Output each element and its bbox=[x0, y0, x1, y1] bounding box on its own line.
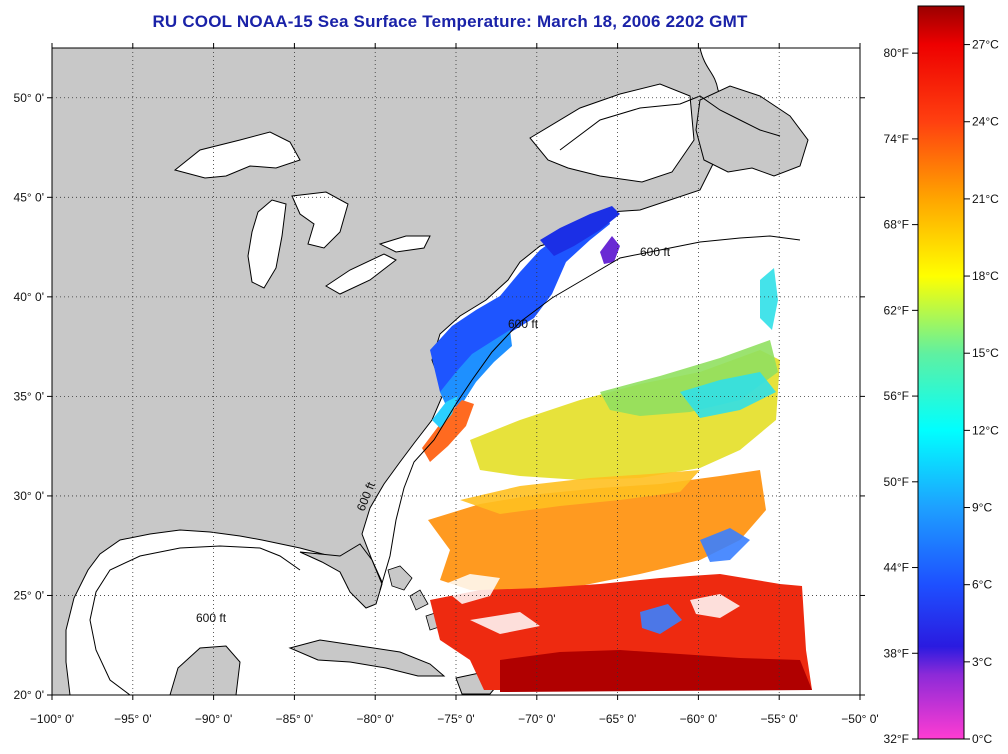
sst-fundy-violet bbox=[600, 236, 620, 264]
sst-tropical-darkred bbox=[500, 650, 812, 692]
newfoundland bbox=[695, 85, 809, 177]
latitude-tick-label: 20° 0' bbox=[14, 688, 44, 702]
florida bbox=[299, 543, 383, 609]
cuba bbox=[288, 639, 446, 677]
map-title: RU COOL NOAA-15 Sea Surface Temperature:… bbox=[152, 12, 748, 31]
isobath-label: 600 ft bbox=[196, 611, 227, 625]
isobath-label: 600 ft bbox=[508, 317, 539, 331]
colorbar-f-label: 38°F bbox=[884, 646, 909, 660]
colorbar-f-label: 50°F bbox=[884, 475, 909, 489]
lake-ontario bbox=[378, 235, 431, 253]
colorbar-c-label: 18°C bbox=[972, 269, 999, 283]
latitude-tick-label: 45° 0' bbox=[14, 190, 44, 204]
colorbar-f-label: 80°F bbox=[884, 46, 909, 60]
north-america-land bbox=[52, 48, 737, 695]
sst-data-layer bbox=[422, 206, 812, 692]
longitude-tick-label: −50° 0' bbox=[841, 712, 878, 726]
latitude-axis: 50° 0' 45° 0' 40° 0' 35° 0' 30° 0' 25° 0' 20° … bbox=[14, 91, 865, 702]
longitude-tick-label: −70° 0' bbox=[518, 712, 555, 726]
sst-tropical-cloud-gaps bbox=[440, 574, 740, 634]
colorbar-f-label: 62°F bbox=[884, 303, 909, 317]
longitude-tick-label: −85° 0' bbox=[276, 712, 313, 726]
lake-superior bbox=[173, 131, 301, 179]
colorbar-fahrenheit-scale: 80°F 74°F 68°F 62°F 56°F 50°F 44°F 38°F 32°F bbox=[884, 46, 918, 746]
latitude-tick-label: 25° 0' bbox=[14, 588, 44, 602]
lake-michigan bbox=[247, 199, 287, 289]
colorbar-f-label: 56°F bbox=[884, 389, 909, 403]
longitude-tick-label: −65° 0' bbox=[599, 712, 636, 726]
longitude-tick-label: −90° 0' bbox=[195, 712, 232, 726]
latitude-tick-label: 35° 0' bbox=[14, 389, 44, 403]
colorbar-f-label: 74°F bbox=[884, 132, 909, 146]
longitude-axis: −100° 0' −95° 0' −90° 0' −85° 0' −80° 0' −75°… bbox=[30, 43, 879, 726]
colorbar-f-label: 44°F bbox=[884, 561, 909, 575]
colorbar-celsius-scale: 27°C 24°C 21°C 18°C 15°C 12°C 9°C 6°C 3°C 0°C bbox=[964, 38, 999, 746]
isobath-600ft-gulf bbox=[89, 545, 301, 695]
colorbar-f-label: 68°F bbox=[884, 218, 909, 232]
lake-huron bbox=[291, 191, 349, 249]
map-plot-area: 600 ft 600 ft 600 ft 600 ft bbox=[52, 48, 860, 695]
longitude-tick-label: −80° 0' bbox=[356, 712, 393, 726]
lake-erie bbox=[325, 253, 397, 295]
colorbar-c-label: 3°C bbox=[972, 655, 992, 669]
sst-hatteras-warm bbox=[422, 400, 474, 462]
colorbar-f-label: 32°F bbox=[884, 732, 909, 746]
sst-hatteras-cyan bbox=[432, 396, 458, 428]
isobath-600ft-stlawrence bbox=[559, 95, 781, 151]
colorbar-c-label: 9°C bbox=[972, 501, 992, 515]
colorbar-c-label: 0°C bbox=[972, 732, 992, 746]
latitude-tick-label: 40° 0' bbox=[14, 290, 44, 304]
sst-coastal-cold-band bbox=[430, 212, 610, 396]
colorbar-gradient bbox=[917, 5, 965, 740]
longitude-tick-label: −60° 0' bbox=[680, 712, 717, 726]
sst-tropical-blue-patch bbox=[640, 528, 750, 634]
temperature-colorbar: 80°F 74°F 68°F 62°F 56°F 50°F 44°F 38°F 32°F 27°… bbox=[884, 5, 999, 746]
sst-eastern-cyan bbox=[680, 268, 778, 418]
latitude-tick-label: 50° 0' bbox=[14, 91, 44, 105]
colorbar-c-label: 12°C bbox=[972, 423, 999, 437]
longitude-tick-label: −75° 0' bbox=[437, 712, 474, 726]
isobath-600ft-atlantic bbox=[379, 235, 801, 591]
latitude-tick-label: 30° 0' bbox=[14, 489, 44, 503]
longitude-tick-label: −100° 0' bbox=[30, 712, 74, 726]
colorbar-c-label: 15°C bbox=[972, 346, 999, 360]
colorbar-c-label: 24°C bbox=[972, 115, 999, 129]
sst-nova-scotia-cold bbox=[540, 206, 620, 256]
yucatan bbox=[169, 645, 241, 695]
colorbar-c-label: 21°C bbox=[972, 192, 999, 206]
isobath-label: 600 ft bbox=[640, 245, 671, 259]
sst-subtropical-yelloworange bbox=[460, 470, 700, 514]
gulf-of-st-lawrence bbox=[529, 83, 695, 183]
colorbar-c-label: 6°C bbox=[972, 578, 992, 592]
longitude-tick-label: −95° 0' bbox=[114, 712, 151, 726]
longitude-tick-label: −55° 0' bbox=[760, 712, 797, 726]
colorbar-c-label: 27°C bbox=[972, 38, 999, 52]
